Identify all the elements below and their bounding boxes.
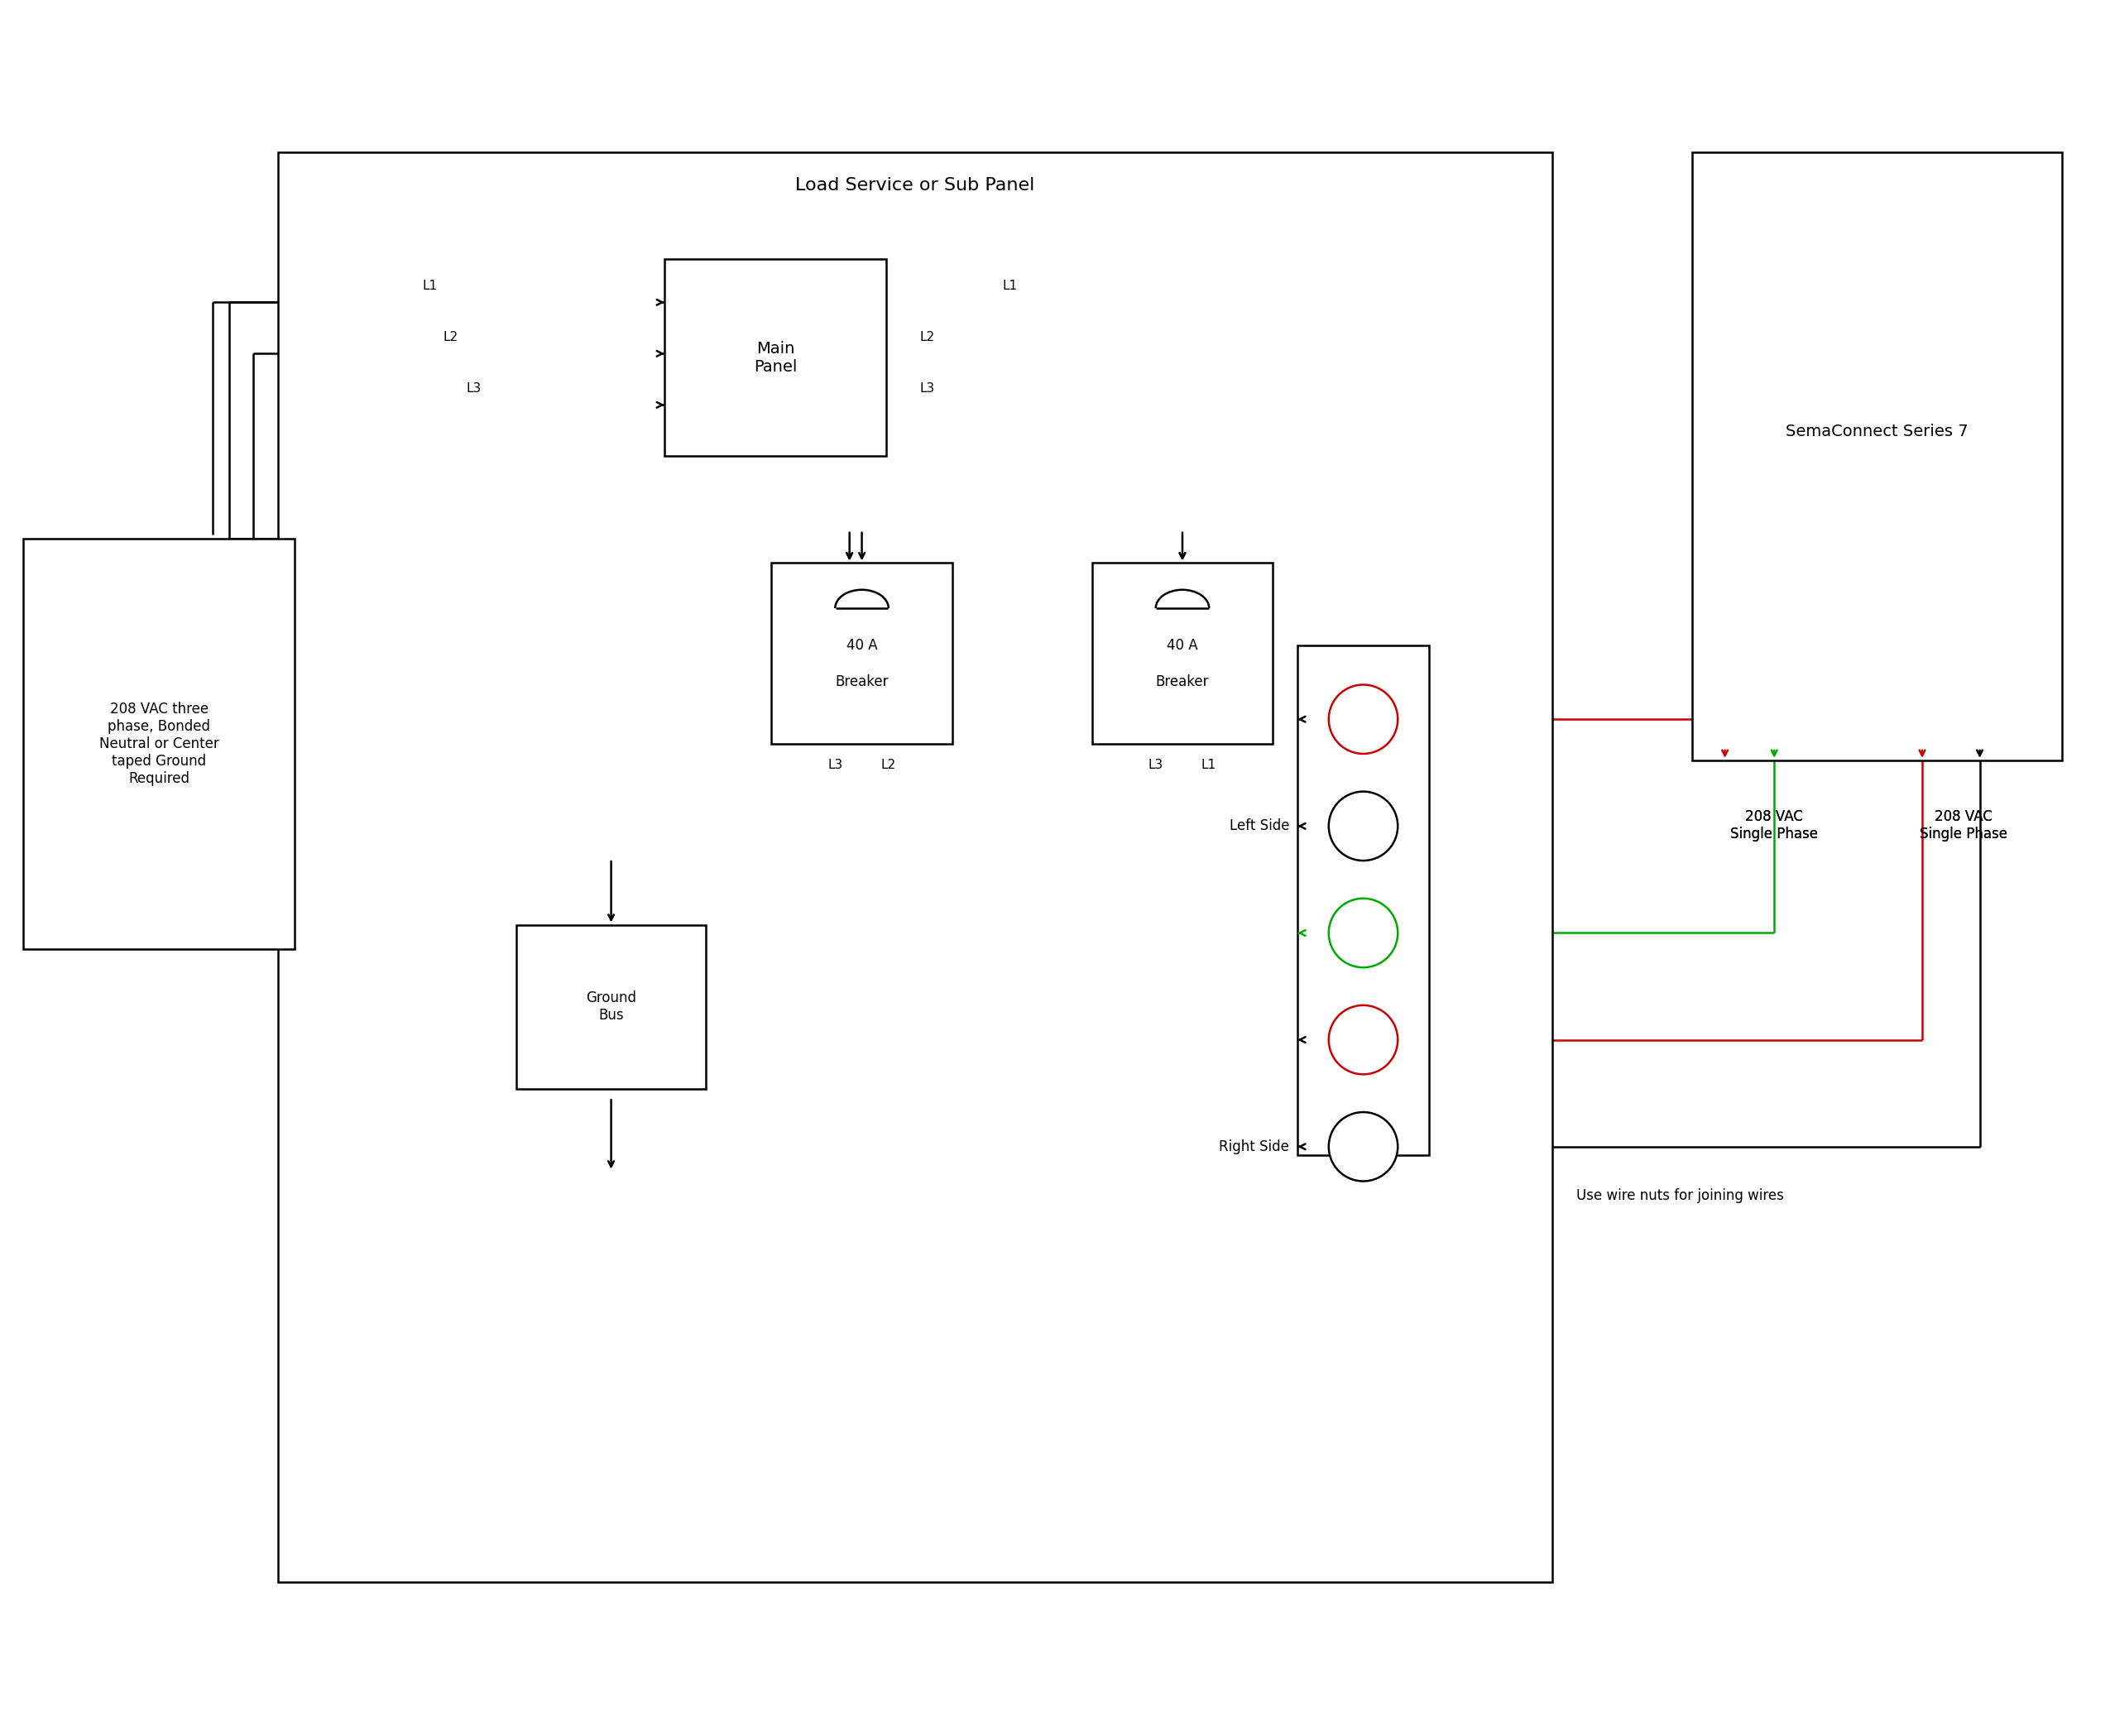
FancyBboxPatch shape: [1093, 562, 1272, 745]
Circle shape: [1329, 792, 1397, 861]
Text: L3: L3: [1148, 759, 1163, 771]
Text: L2: L2: [880, 759, 897, 771]
Text: L3: L3: [920, 382, 935, 396]
Text: L3: L3: [827, 759, 842, 771]
Text: 208 VAC
Single Phase: 208 VAC Single Phase: [1730, 809, 1819, 842]
FancyBboxPatch shape: [665, 259, 886, 457]
Text: 40 A: 40 A: [1167, 637, 1198, 653]
Text: Breaker: Breaker: [836, 675, 888, 689]
Text: Breaker: Breaker: [1156, 675, 1209, 689]
Text: L1: L1: [1002, 279, 1017, 292]
Circle shape: [1329, 1005, 1397, 1075]
Text: Ground
Bus: Ground Bus: [587, 991, 637, 1023]
Circle shape: [1329, 1113, 1397, 1180]
Circle shape: [1329, 684, 1397, 753]
FancyBboxPatch shape: [1692, 153, 2061, 760]
Text: 208 VAC three
phase, Bonded
Neutral or Center
taped Ground
Required: 208 VAC three phase, Bonded Neutral or C…: [99, 701, 219, 786]
FancyBboxPatch shape: [1298, 646, 1428, 1154]
Text: L1: L1: [1201, 759, 1215, 771]
Text: L2: L2: [443, 332, 458, 344]
Text: L2: L2: [920, 332, 935, 344]
FancyBboxPatch shape: [772, 562, 952, 745]
Text: Load Service or Sub Panel: Load Service or Sub Panel: [795, 177, 1036, 193]
Text: L1: L1: [422, 279, 437, 292]
Text: Use wire nuts for joining wires: Use wire nuts for joining wires: [1576, 1189, 1783, 1203]
Text: Left Side: Left Side: [1230, 819, 1289, 833]
Text: L3: L3: [466, 382, 481, 396]
Text: Main
Panel: Main Panel: [753, 340, 798, 375]
FancyBboxPatch shape: [23, 538, 295, 950]
Text: Right Side: Right Side: [1220, 1139, 1289, 1154]
FancyBboxPatch shape: [517, 925, 705, 1088]
Text: 208 VAC
Single Phase: 208 VAC Single Phase: [1920, 809, 2007, 842]
Circle shape: [1329, 899, 1397, 967]
Text: SemaConnect Series 7: SemaConnect Series 7: [1785, 424, 1969, 439]
FancyBboxPatch shape: [279, 153, 1553, 1581]
Text: 208 VAC
Single Phase: 208 VAC Single Phase: [1730, 809, 1819, 842]
Text: 40 A: 40 A: [846, 637, 878, 653]
Text: 208 VAC
Single Phase: 208 VAC Single Phase: [1920, 809, 2007, 842]
